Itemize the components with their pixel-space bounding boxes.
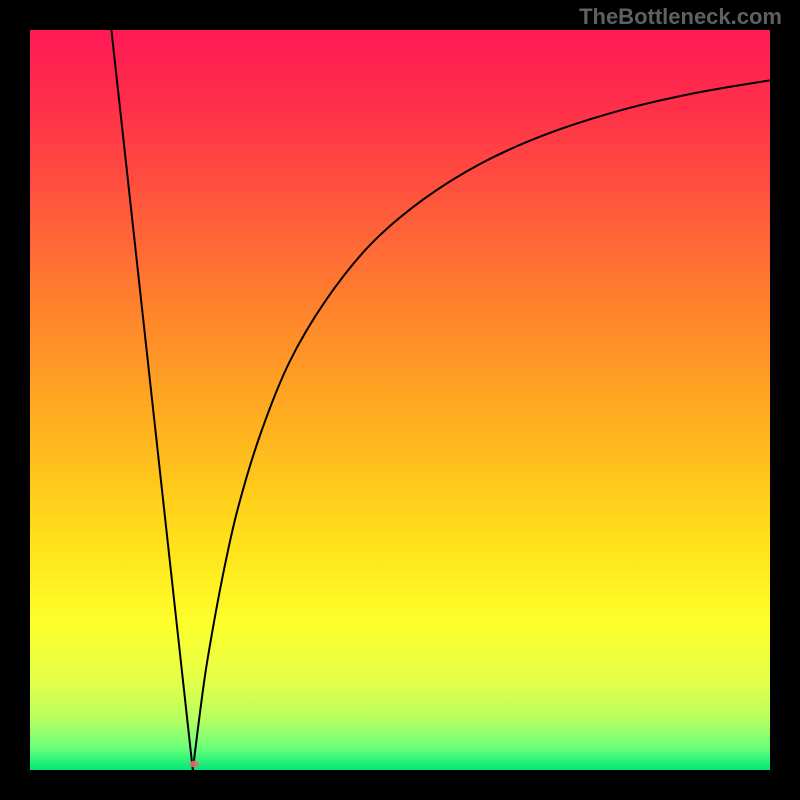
watermark-text: TheBottleneck.com	[579, 4, 782, 30]
bottleneck-chart	[0, 0, 800, 800]
plot-background	[30, 30, 770, 770]
minimum-marker	[189, 761, 199, 768]
